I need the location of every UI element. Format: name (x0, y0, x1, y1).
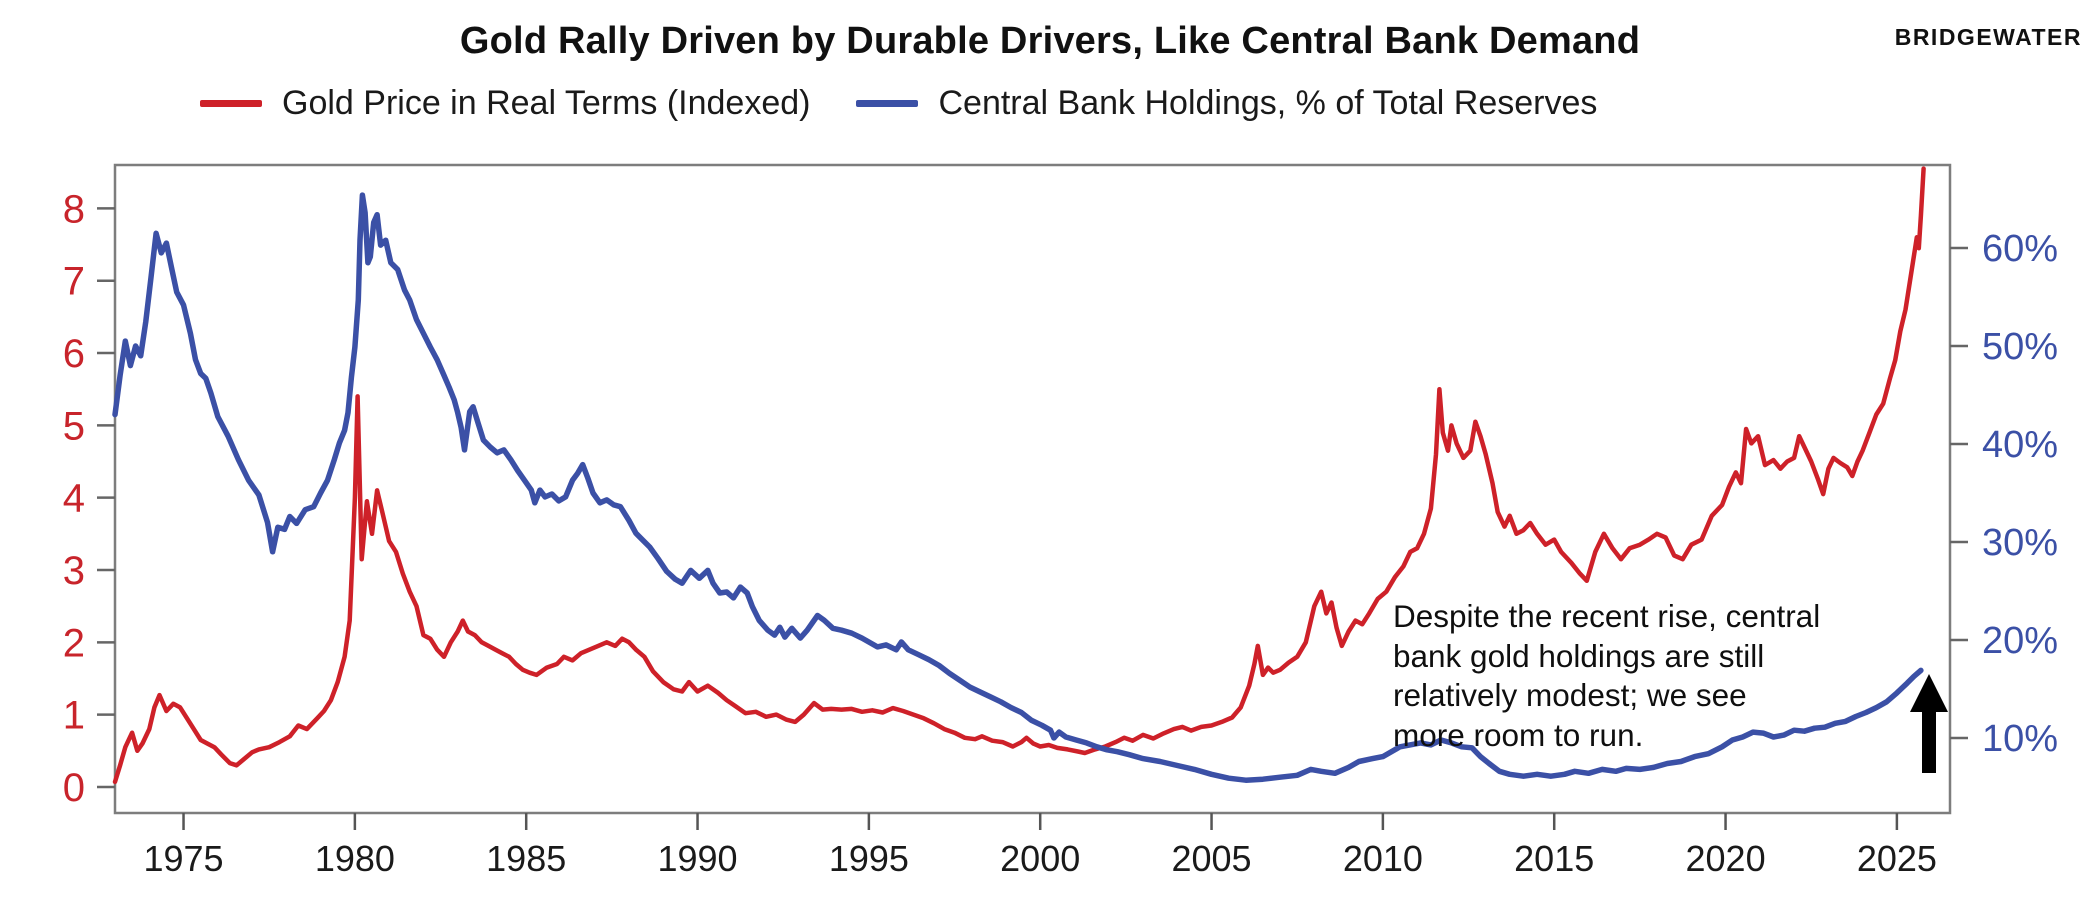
legend-label: Central Bank Holdings, % of Total Reserv… (938, 84, 1598, 122)
central-bank-holdings-line (112, 192, 1924, 783)
right-axis-tick-label: 10% (1982, 718, 2058, 760)
annotation-line: Despite the recent rise, central (1393, 598, 1821, 634)
x-axis-tick-label: 2015 (1514, 838, 1594, 879)
left-axis-tick-label: 1 (63, 694, 85, 738)
left-axis-tick-label: 8 (63, 187, 85, 231)
right-axis-tick-label: 40% (1982, 424, 2058, 466)
x-axis-tick-label: 1990 (657, 838, 737, 879)
right-axis-tick-label: 60% (1982, 228, 2058, 270)
red-line-swatch-icon (200, 100, 262, 107)
chart-legend: Gold Price in Real Terms (Indexed) Centr… (200, 84, 1597, 123)
x-axis-tick-label: 2025 (1857, 838, 1937, 879)
page-title: Gold Rally Driven by Durable Drivers, Li… (459, 20, 1641, 62)
plot-border (113, 163, 1952, 815)
x-axis-tick-label: 2020 (1686, 838, 1766, 879)
up-arrow-icon (1910, 674, 1948, 773)
left-axis-tick-label: 4 (63, 477, 85, 521)
blue-line-swatch-icon (856, 100, 919, 107)
x-axis-tick-label: 1995 (829, 838, 909, 879)
legend-label: Gold Price in Real Terms (Indexed) (282, 84, 811, 122)
left-axis-tick-label: 6 (63, 332, 85, 376)
x-axis-tick-label: 1975 (143, 838, 223, 879)
x-axis-tick-label: 2005 (1171, 838, 1251, 879)
left-axis-tick-label: 3 (63, 549, 85, 593)
right-axis-tick-label: 20% (1982, 620, 2058, 662)
x-axis-tick-label: 2000 (1000, 838, 1080, 879)
annotation-line: relatively modest; we see (1393, 677, 1747, 713)
x-axis-tick-label: 1980 (315, 838, 395, 879)
chart-annotation: Despite the recent rise, central bank go… (1393, 597, 1953, 755)
right-axis-tick-label: 50% (1982, 326, 2058, 368)
gold-price-line (112, 166, 1926, 785)
legend-item-gold-price: Gold Price in Real Terms (Indexed) (200, 84, 810, 123)
left-axis-tick-label: 5 (63, 404, 85, 448)
bridgewater-logo: BRIDGEWATER (1894, 24, 2082, 50)
right-axis-tick-label: 30% (1982, 522, 2058, 564)
legend-item-central-bank-holdings: Central Bank Holdings, % of Total Reserv… (856, 84, 1597, 123)
x-axis-tick-label: 2010 (1343, 838, 1423, 879)
annotation-line: more room to run. (1393, 716, 1644, 753)
left-axis-tick-label: 7 (63, 260, 85, 304)
x-axis-tick-label: 1985 (486, 838, 566, 879)
left-axis-tick-label: 2 (63, 621, 85, 665)
left-axis-tick-label: 0 (63, 766, 85, 810)
annotation-line: bank gold holdings are still (1393, 637, 1765, 674)
